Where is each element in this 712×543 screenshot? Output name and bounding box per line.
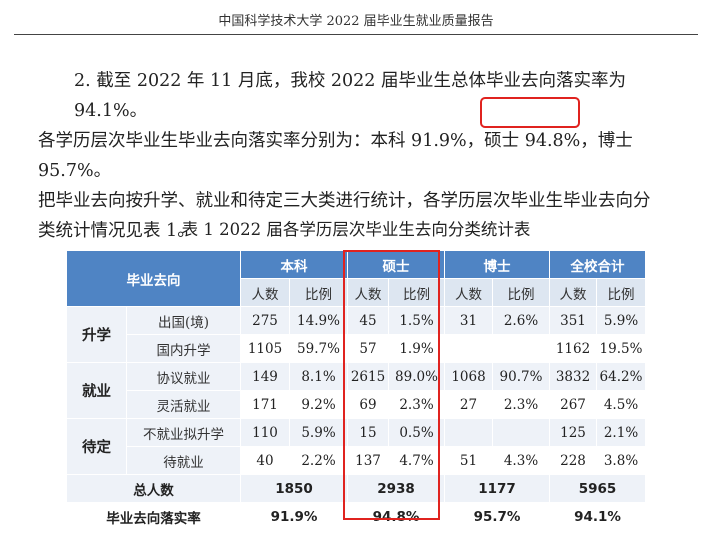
table-cell: 3.8% (596, 446, 646, 475)
table-cell: 5.9% (289, 418, 348, 447)
rate-doctor: 95.7% (444, 502, 550, 531)
total-school: 5965 (549, 474, 646, 503)
total-doctor: 1177 (444, 474, 550, 503)
table-cell: 64.2% (596, 362, 646, 391)
table-cell: 9.2% (289, 390, 348, 419)
table-cell: 0.5% (388, 418, 445, 447)
subheader-count: 人数 (240, 278, 290, 307)
table-cell: 15 (347, 418, 389, 447)
table-cell: 2.2% (289, 446, 348, 475)
subheader-ratio: 比例 (492, 278, 550, 307)
table-row: 待就业 40 2.2% 137 4.7% 51 4.3% 228 3.8% (67, 446, 646, 475)
table-cell: 4.7% (388, 446, 445, 475)
table-cell: 27 (444, 390, 493, 419)
table-cell: 31 (444, 306, 493, 335)
paragraph-line-3: 把毕业去向按升学、就业和待定三大类进行统计，各学历层次毕业生毕业去向分 (38, 191, 651, 211)
table-cell: 2.1% (596, 418, 646, 447)
subheader-ratio: 比例 (388, 278, 445, 307)
paragraph-line-2: 各学历层次毕业生毕业去向落实率分别为：本科 91.9%，硕士 94.8%，博士 … (38, 131, 633, 181)
table-cell: 228 (549, 446, 597, 475)
master-column-highlight-box (343, 250, 440, 520)
table-row: 就业 协议就业 149 8.1% 2615 89.0% 1068 90.7% 3… (66, 362, 646, 419)
table-cell: 2.6% (492, 306, 550, 335)
table-cell: 171 (240, 390, 290, 419)
row-label: 待就业 (126, 446, 241, 475)
report-header: 中国科学技术大学 2022 届毕业生就业质量报告 (218, 14, 494, 29)
header-divider (14, 34, 698, 35)
table-cell: 5.9% (596, 306, 646, 335)
header-master: 硕士 (347, 250, 445, 279)
subheader-ratio: 比例 (289, 278, 348, 307)
table-cell: 8.1% (289, 362, 348, 391)
table-row: 待定 不就业拟升学 110 5.9% 15 0.5% 125 2.1% (66, 418, 646, 475)
table-cell (444, 334, 493, 363)
row-label: 灵活就业 (126, 390, 241, 419)
rate-label: 毕业去向落实率 (66, 502, 241, 531)
table-row: 升学 出国(境) 275 14.9% 45 1.5% 31 2.6% 351 5… (66, 306, 646, 363)
table-cell: 149 (240, 362, 290, 391)
table-cell: 351 (549, 306, 597, 335)
table-cell: 1068 (444, 362, 493, 391)
header-destination: 毕业去向 (66, 250, 241, 307)
category-employment: 就业 (66, 362, 127, 419)
subheader-count: 人数 (549, 278, 597, 307)
table-cell: 267 (549, 390, 597, 419)
subheader-ratio: 比例 (596, 278, 646, 307)
header-doctor: 博士 (444, 250, 550, 279)
table-cell: 1.9% (388, 334, 445, 363)
table-cell: 51 (444, 446, 493, 475)
table-cell: 110 (240, 418, 290, 447)
table-cell: 3832 (549, 362, 597, 391)
category-pending: 待定 (66, 418, 127, 475)
total-bachelor: 1850 (240, 474, 348, 503)
table-cell: 4.3% (492, 446, 550, 475)
table-cell: 275 (240, 306, 290, 335)
row-label: 协议就业 (126, 362, 241, 391)
rate-bachelor: 91.9% (240, 502, 348, 531)
rate-row: 毕业去向落实率 91.9% 94.8% 95.7% 94.1% (66, 502, 646, 531)
table-cell (492, 334, 550, 363)
table-cell: 19.5% (596, 334, 646, 363)
paragraph-line-4: 类统计情况见表 1。 (38, 221, 195, 241)
body-paragraph: 2. 截至 2022 年 11 月底，我校 2022 届毕业生总体毕业去向落实率… (38, 66, 702, 246)
table-cell: 4.5% (596, 390, 646, 419)
category-further-study: 升学 (66, 306, 127, 363)
table-cell: 1105 (240, 334, 290, 363)
table-cell (492, 418, 550, 447)
table-cell: 69 (347, 390, 389, 419)
table-cell: 59.7% (289, 334, 348, 363)
rate-master: 94.8% (347, 502, 445, 531)
table-cell: 125 (549, 418, 597, 447)
master-rate-highlight-box (480, 97, 580, 128)
table-cell: 1162 (549, 334, 597, 363)
table-caption: 表 1 2022 届各学历层次毕业生去向分类统计表 (181, 220, 531, 239)
table-cell: 2615 (347, 362, 389, 391)
row-label: 国内升学 (126, 334, 241, 363)
table-cell: 2.3% (492, 390, 550, 419)
table-cell: 90.7% (492, 362, 550, 391)
header-bachelor: 本科 (240, 250, 348, 279)
table-cell (444, 418, 493, 447)
paragraph-line-1: 2. 截至 2022 年 11 月底，我校 2022 届毕业生总体毕业去向落实率… (74, 71, 626, 121)
header-total: 全校合计 (549, 250, 646, 279)
total-label: 总人数 (66, 474, 241, 503)
table-row: 灵活就业 171 9.2% 69 2.3% 27 2.3% 267 4.5% (67, 390, 646, 419)
total-master: 2938 (347, 474, 445, 503)
table-cell: 45 (347, 306, 389, 335)
row-label: 出国(境) (126, 306, 241, 335)
table-cell: 14.9% (289, 306, 348, 335)
total-row: 总人数 1850 2938 1177 5965 (66, 474, 646, 503)
table-cell: 137 (347, 446, 389, 475)
table-cell: 2.3% (388, 390, 445, 419)
row-label: 不就业拟升学 (126, 418, 241, 447)
subheader-count: 人数 (444, 278, 493, 307)
destination-stats-table: 毕业去向 本科 硕士 博士 全校合计 人数 比例 人数 比例 人数 比例 人数 … (66, 250, 646, 531)
table-cell: 40 (240, 446, 290, 475)
rate-school: 94.1% (549, 502, 646, 531)
